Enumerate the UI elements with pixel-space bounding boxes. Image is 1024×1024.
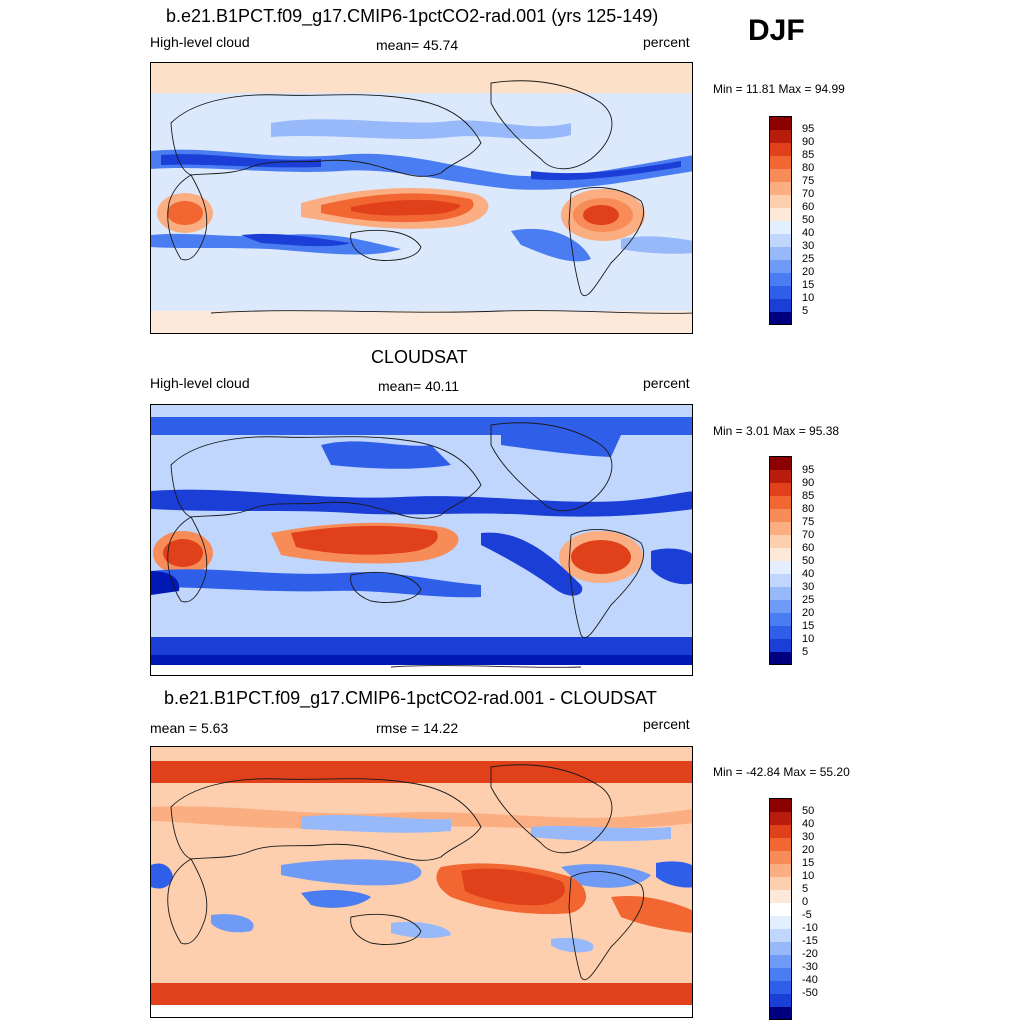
panel-2-colorbar-tick: 50 — [802, 555, 815, 567]
panel-3-colorbar — [769, 798, 792, 1020]
panel-2-colorbar-tick: 5 — [802, 646, 809, 658]
panel-2-colorbar-tick: 30 — [802, 581, 815, 593]
panel-2-colorbar-tick: 20 — [802, 607, 815, 619]
panel-3-minmax: Min = -42.84 Max = 55.20 — [713, 765, 850, 779]
panel-2-colorbar-tick: 60 — [802, 542, 815, 554]
panel-1-colorbar-tick: 70 — [802, 188, 815, 200]
panel-1-colorbar-tick: 90 — [802, 136, 815, 148]
panel-3-colorbar-tick: 15 — [802, 857, 815, 869]
panel-2-colorbar-tick: 70 — [802, 529, 815, 541]
panel-2-colorbar-tick: 40 — [802, 568, 815, 580]
panel-3-colorbar-tick: 40 — [802, 818, 815, 830]
panel-2-colorbar-tick: 80 — [802, 503, 815, 515]
panel-1-colorbar-tick: 30 — [802, 240, 815, 252]
panel-2-colorbar-tick: 95 — [802, 464, 815, 476]
panel-3-rmse-label: rmse = 14.22 — [376, 720, 459, 736]
panel-2-colorbar — [769, 456, 792, 665]
panel-1-colorbar-tick: 60 — [802, 201, 815, 213]
panel-2-minmax: Min = 3.01 Max = 95.38 — [713, 424, 840, 438]
panel-3-mean-label: mean = 5.63 — [150, 720, 229, 736]
season-label: DJF — [748, 14, 805, 47]
panel-1-colorbar — [769, 116, 792, 325]
panel-1-colorbar-tick: 25 — [802, 253, 815, 265]
panel-2-colorbar-tick: 15 — [802, 620, 815, 632]
panel-1-colorbar-tick: 80 — [802, 162, 815, 174]
panel-2-colorbar-tick: 85 — [802, 490, 815, 502]
panel-3-colorbar-tick: 30 — [802, 831, 815, 843]
panel-1-map — [150, 62, 693, 334]
panel-1-colorbar-tick: 75 — [802, 175, 815, 187]
panel-1-colorbar-tick: 50 — [802, 214, 815, 226]
panel-1-colorbar-tick: 95 — [802, 123, 815, 135]
panel-2-colorbar-tick: 10 — [802, 633, 815, 645]
panel-1-variable-label: High-level cloud — [150, 34, 250, 50]
panel-1-colorbar-tick: 20 — [802, 266, 815, 278]
panel-3-map — [150, 746, 693, 1018]
panel-3-colorbar-tick: 10 — [802, 870, 815, 882]
panel-1-colorbar-tick: 5 — [802, 305, 809, 317]
panel-2-units-label: percent — [643, 375, 690, 391]
panel-3-colorbar-tick: 5 — [802, 883, 809, 895]
panel-3-units-label: percent — [643, 716, 690, 732]
panel-3-colorbar-tick: -30 — [802, 961, 818, 973]
panel-2-map — [150, 404, 693, 676]
panel-3-colorbar-tick: -15 — [802, 935, 818, 947]
panel-1-units-label: percent — [643, 34, 690, 50]
panel-3-colorbar-tick: -50 — [802, 987, 818, 999]
panel-2-colorbar-tick: 75 — [802, 516, 815, 528]
panel-2-colorbar-tick: 25 — [802, 594, 815, 606]
panel-3-colorbar-tick: -20 — [802, 948, 818, 960]
panel-3-colorbar-tick: 50 — [802, 805, 815, 817]
panel-1-colorbar-tick: 85 — [802, 149, 815, 161]
panel-2-variable-label: High-level cloud — [150, 375, 250, 391]
panel-3-colorbar-tick: -10 — [802, 922, 818, 934]
panel-1-colorbar-tick: 10 — [802, 292, 815, 304]
panel-1-minmax: Min = 11.81 Max = 94.99 — [713, 82, 845, 96]
panel-2-colorbar-tick: 90 — [802, 477, 815, 489]
panel-3-colorbar-tick: -5 — [802, 909, 812, 921]
panel-3-colorbar-tick: 20 — [802, 844, 815, 856]
panel-3-colorbar-tick: -40 — [802, 974, 818, 986]
panel-3-colorbar-tick: 0 — [802, 896, 809, 908]
panel-3-title: b.e21.B1PCT.f09_g17.CMIP6-1pctCO2-rad.00… — [164, 688, 657, 708]
panel-1-title: b.e21.B1PCT.f09_g17.CMIP6-1pctCO2-rad.00… — [166, 6, 659, 26]
panel-1-colorbar-tick: 40 — [802, 227, 815, 239]
panel-2-mean-label: mean= 40.11 — [378, 378, 460, 394]
panel-2-title: CLOUDSAT — [371, 347, 468, 367]
panel-1-colorbar-tick: 15 — [802, 279, 815, 291]
panel-1-mean-label: mean= 45.74 — [376, 37, 459, 53]
